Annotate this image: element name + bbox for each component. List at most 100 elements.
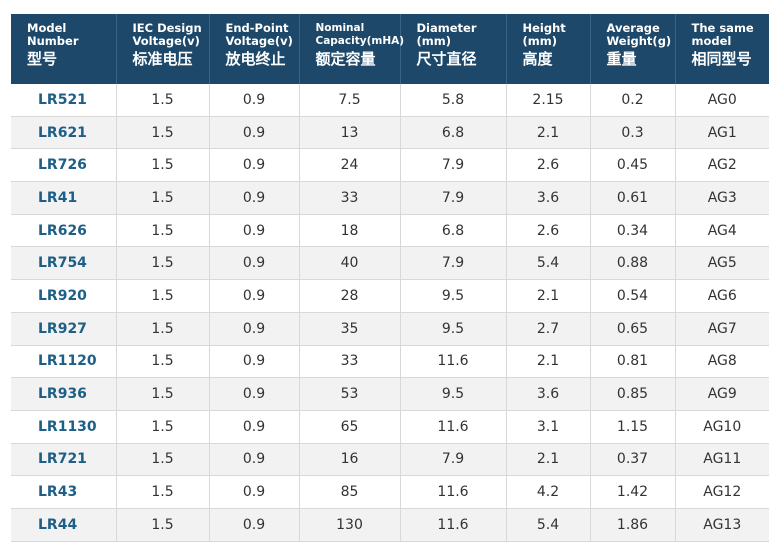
cell-same-model: AG7 (675, 312, 769, 346)
header-nominal-capacity-en: Nominal Capacity(mHA) (315, 22, 405, 47)
cell-diameter: 7.9 (400, 181, 507, 215)
table-row: LR41 1.5 0.9 33 7.9 3.6 0.61 AG3 (11, 181, 769, 215)
cell-end-point-voltage: 0.9 (209, 508, 300, 542)
cell-nominal-capacity: 53 (299, 377, 401, 411)
cell-same-model: AG13 (675, 508, 769, 542)
header-average-weight-en: Average Weight(g) (606, 21, 672, 48)
header-nominal-capacity-zh: 额定容量 (315, 50, 376, 68)
cell-average-weight: 0.54 (590, 279, 676, 313)
cell-height: 2.1 (506, 279, 591, 313)
cell-diameter: 6.8 (400, 116, 507, 150)
cell-height: 5.4 (506, 508, 591, 542)
cell-average-weight: 0.37 (590, 443, 676, 477)
cell-average-weight: 0.65 (590, 312, 676, 346)
cell-diameter: 7.9 (400, 443, 507, 477)
cell-nominal-capacity: 33 (299, 181, 401, 215)
cell-average-weight: 0.88 (590, 246, 676, 281)
cell-diameter: 9.5 (400, 312, 507, 346)
header-model-number-zh: 型号 (27, 50, 58, 68)
header-diameter-en: Diameter (mm) (416, 21, 477, 48)
cell-same-model: AG0 (675, 84, 769, 117)
cell-diameter: 6.8 (400, 214, 507, 248)
cell-iec-design-voltage: 1.5 (116, 181, 210, 215)
table-row: LR626 1.5 0.9 18 6.8 2.6 0.34 AG4 (11, 214, 769, 248)
cell-end-point-voltage: 0.9 (209, 475, 300, 509)
table-row: LR44 1.5 0.9 130 11.6 5.4 1.86 AG13 (11, 508, 769, 542)
cell-nominal-capacity: 16 (299, 443, 401, 477)
header-same-model-en: The same model (691, 21, 754, 48)
header-model-number: Model Number 型号 (11, 14, 117, 84)
cell-height: 3.6 (506, 181, 591, 215)
cell-iec-design-voltage: 1.5 (116, 345, 210, 379)
cell-nominal-capacity: 13 (299, 116, 401, 150)
cell-iec-design-voltage: 1.5 (116, 475, 210, 509)
cell-iec-design-voltage: 1.5 (116, 246, 210, 281)
cell-nominal-capacity: 40 (299, 246, 401, 281)
header-average-weight: Average Weight(g) 重量 (590, 14, 676, 84)
cell-height: 4.2 (506, 475, 591, 509)
header-same-model-zh: 相同型号 (691, 50, 752, 68)
header-row: Model Number 型号 IEC Design Voltage(v) 标准电压 E… (11, 14, 769, 84)
cell-end-point-voltage: 0.9 (209, 312, 300, 346)
cell-iec-design-voltage: 1.5 (116, 377, 210, 411)
cell-end-point-voltage: 0.9 (209, 214, 300, 248)
cell-end-point-voltage: 0.9 (209, 410, 300, 444)
cell-average-weight: 0.81 (590, 345, 676, 379)
cell-diameter: 9.5 (400, 377, 507, 411)
table-row: LR726 1.5 0.9 24 7.9 2.6 0.45 AG2 (11, 148, 769, 183)
cell-same-model: AG9 (675, 377, 769, 411)
table-row: LR927 1.5 0.9 35 9.5 2.7 0.65 AG7 (11, 312, 769, 346)
cell-average-weight: 0.2 (590, 84, 676, 117)
cell-diameter: 7.9 (400, 246, 507, 281)
cell-nominal-capacity: 65 (299, 410, 401, 444)
cell-iec-design-voltage: 1.5 (116, 443, 210, 477)
cell-height: 2.6 (506, 214, 591, 248)
cell-nominal-capacity: 35 (299, 312, 401, 346)
cell-model-number: LR621 (11, 116, 117, 150)
cell-same-model: AG4 (675, 214, 769, 248)
table-row: LR1120 1.5 0.9 33 11.6 2.1 0.81 AG8 (11, 345, 769, 379)
cell-average-weight: 0.45 (590, 148, 676, 183)
cell-nominal-capacity: 7.5 (299, 84, 401, 117)
header-nominal-capacity: Nominal Capacity(mHA) 额定容量 (299, 14, 405, 84)
cell-average-weight: 0.34 (590, 214, 676, 248)
cell-height: 3.1 (506, 410, 591, 444)
cell-iec-design-voltage: 1.5 (116, 312, 210, 346)
cell-diameter: 11.6 (400, 475, 507, 509)
cell-average-weight: 0.61 (590, 181, 676, 215)
cell-diameter: 11.6 (400, 410, 507, 444)
header-iec-design-voltage-en: IEC Design Voltage(v) (132, 21, 202, 48)
header-iec-design-voltage: IEC Design Voltage(v) 标准电压 (116, 14, 210, 84)
cell-average-weight: 1.15 (590, 410, 676, 444)
header-height-en: Height (mm) (522, 21, 566, 48)
cell-same-model: AG12 (675, 475, 769, 509)
table-row: LR521 1.5 0.9 7.5 5.8 2.15 0.2 AG0 (11, 84, 769, 117)
cell-diameter: 9.5 (400, 279, 507, 313)
header-height: Height (mm) 高度 (506, 14, 591, 84)
cell-model-number: LR1130 (11, 410, 117, 444)
table-row: LR43 1.5 0.9 85 11.6 4.2 1.42 AG12 (11, 475, 769, 509)
cell-same-model: AG8 (675, 345, 769, 379)
header-average-weight-zh: 重量 (606, 50, 637, 68)
table-row: LR920 1.5 0.9 28 9.5 2.1 0.54 AG6 (11, 279, 769, 313)
cell-diameter: 11.6 (400, 345, 507, 379)
cell-end-point-voltage: 0.9 (209, 377, 300, 411)
cell-same-model: AG6 (675, 279, 769, 313)
cell-diameter: 5.8 (400, 84, 507, 117)
cell-end-point-voltage: 0.9 (209, 84, 300, 117)
cell-height: 2.1 (506, 443, 591, 477)
table-body: LR521 1.5 0.9 7.5 5.8 2.15 0.2 AG0 LR621 1.5 0.9 13… (11, 84, 769, 542)
cell-nominal-capacity: 33 (299, 345, 401, 379)
cell-height: 5.4 (506, 246, 591, 281)
cell-height: 2.6 (506, 148, 591, 183)
cell-end-point-voltage: 0.9 (209, 181, 300, 215)
cell-nominal-capacity: 130 (299, 508, 401, 542)
header-end-point-voltage: End-Point Voltage(v) 放电终止 (209, 14, 300, 84)
cell-model-number: LR626 (11, 214, 117, 248)
cell-average-weight: 1.42 (590, 475, 676, 509)
header-height-zh: 高度 (522, 50, 553, 68)
cell-nominal-capacity: 28 (299, 279, 401, 313)
cell-end-point-voltage: 0.9 (209, 443, 300, 477)
cell-nominal-capacity: 24 (299, 148, 401, 183)
cell-same-model: AG1 (675, 116, 769, 150)
